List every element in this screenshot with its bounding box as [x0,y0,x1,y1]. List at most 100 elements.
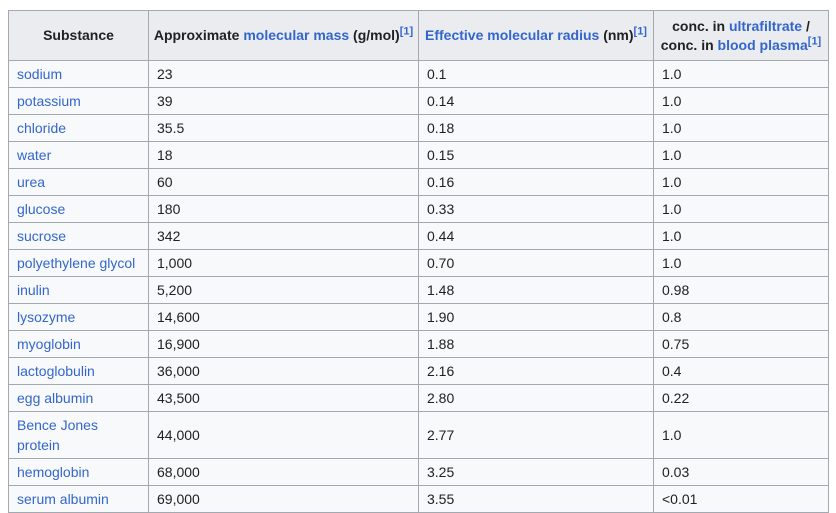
table-row: chloride 35.5 0.18 1.0 [8,114,829,142]
molecular-mass-link[interactable]: molecular mass [243,27,350,43]
concentration-ratio-cell: 1.0 [653,222,829,250]
molecular-radius-cell: 2.80 [418,384,654,412]
substance-link[interactable]: glucose [17,201,66,217]
table-row: myoglobin 16,900 1.88 0.75 [8,330,829,358]
molecular-radius-cell: 0.18 [418,114,654,142]
header-concentration-ratio: conc. in ultrafiltrate / conc. in blood p… [653,10,829,61]
reference-1-link[interactable]: [1] [399,25,414,38]
header-conc-line1-prefix: conc. in [672,17,729,34]
concentration-ratio-cell: 0.98 [653,276,829,304]
molecular-mass-cell: 18 [148,141,419,169]
molecular-radius-cell: 1.88 [418,330,654,358]
substance-cell: sucrose [8,222,149,250]
table-row: polyethylene glycol 1,000 0.70 1.0 [8,249,829,277]
molecular-mass-cell: 68,000 [148,458,419,486]
table-row: sucrose 342 0.44 1.0 [8,222,829,250]
table-row: Bence Jones protein 44,000 2.77 1.0 [8,411,829,459]
concentration-ratio-cell: 0.75 [653,330,829,358]
substance-link[interactable]: water [17,147,52,163]
substance-link[interactable]: polyethylene glycol [17,255,136,271]
concentration-ratio-cell: 1.0 [653,87,829,115]
table-row: lactoglobulin 36,000 2.16 0.4 [8,357,829,385]
molecular-radius-cell: 0.44 [418,222,654,250]
header-radius-unit: (nm) [599,27,634,43]
concentration-ratio-cell: 1.0 [653,114,829,142]
substance-link[interactable]: lysozyme [17,309,76,325]
molecular-mass-cell: 39 [148,87,419,115]
table-row: glucose 180 0.33 1.0 [8,195,829,223]
header-conc-line2-prefix: conc. in [660,36,718,53]
substance-cell: sodium [8,60,149,88]
header-conc-line1-suffix: / [802,17,810,34]
table-row: urea 60 0.16 1.0 [8,168,829,196]
molecular-radius-cell: 2.16 [418,357,654,385]
table-row: egg albumin 43,500 2.80 0.22 [8,384,829,412]
molecular-radius-cell: 0.1 [418,60,654,88]
concentration-ratio-cell: 1.0 [653,141,829,169]
substance-link[interactable]: egg albumin [17,390,94,406]
substance-link[interactable]: urea [17,174,46,190]
substance-cell: lactoglobulin [8,357,149,385]
molecular-radius-cell: 2.77 [418,411,654,459]
concentration-ratio-cell: 1.0 [653,60,829,88]
molecular-mass-cell: 35.5 [148,114,419,142]
header-row: Substance Approximate molecular mass (g/… [8,10,829,61]
concentration-ratio-cell: <0.01 [653,485,829,513]
molecular-mass-cell: 16,900 [148,330,419,358]
table-row: sodium 23 0.1 1.0 [8,60,829,88]
reference-1-link[interactable]: [1] [807,34,822,47]
molecular-radius-cell: 0.16 [418,168,654,196]
molecular-radius-cell: 0.33 [418,195,654,223]
molecular-mass-cell: 342 [148,222,419,250]
reference-superscript: [1] [400,25,413,37]
molecular-mass-cell: 43,500 [148,384,419,412]
substance-link[interactable]: Bence Jones protein [17,417,98,453]
effective-molecular-radius-link[interactable]: Effective molecular radius [425,27,600,43]
molecular-mass-cell: 60 [148,168,419,196]
substance-link[interactable]: myoglobin [17,336,81,352]
substance-link[interactable]: chloride [17,120,67,136]
substance-link[interactable]: sodium [17,66,63,82]
molecular-radius-cell: 0.14 [418,87,654,115]
concentration-ratio-cell: 1.0 [653,249,829,277]
substance-link[interactable]: sucrose [17,228,67,244]
substance-link[interactable]: lactoglobulin [17,363,95,379]
substance-cell: water [8,141,149,169]
substance-link[interactable]: inulin [17,282,50,298]
substance-cell: glucose [8,195,149,223]
reference-1-link[interactable]: [1] [633,25,647,38]
substance-cell: inulin [8,276,149,304]
table-row: hemoglobin 68,000 3.25 0.03 [8,458,829,486]
header-molecular-radius: Effective molecular radius (nm)[1] [418,10,654,61]
blood-plasma-link[interactable]: blood plasma [717,36,808,53]
substance-link[interactable]: potassium [17,93,81,109]
table-row: water 18 0.15 1.0 [8,141,829,169]
header-mass-prefix: Approximate [153,27,244,43]
molecular-mass-cell: 180 [148,195,419,223]
molecular-mass-cell: 44,000 [148,411,419,459]
concentration-ratio-cell: 1.0 [653,411,829,459]
table-row: lysozyme 14,600 1.90 0.8 [8,303,829,331]
ultrafiltrate-link[interactable]: ultrafiltrate [728,17,803,34]
table-header: Substance Approximate molecular mass (g/… [8,10,829,61]
substance-cell: hemoglobin [8,458,149,486]
table-row: potassium 39 0.14 1.0 [8,87,829,115]
molecular-mass-cell: 1,000 [148,249,419,277]
substance-cell: polyethylene glycol [8,249,149,277]
substance-cell: potassium [8,87,149,115]
header-substance: Substance [8,10,149,61]
concentration-ratio-cell: 0.8 [653,303,829,331]
reference-superscript: [1] [808,35,821,47]
concentration-ratio-cell: 1.0 [653,168,829,196]
header-mass-unit: (g/mol) [349,27,400,43]
substance-link[interactable]: hemoglobin [17,464,90,480]
substance-cell: myoglobin [8,330,149,358]
molecular-radius-cell: 0.70 [418,249,654,277]
reference-superscript: [1] [634,25,647,37]
substance-cell: Bence Jones protein [8,411,149,459]
substance-cell: serum albumin [8,485,149,513]
concentration-ratio-cell: 0.4 [653,357,829,385]
substance-cell: egg albumin [8,384,149,412]
substance-link[interactable]: serum albumin [17,491,109,507]
molecular-mass-cell: 23 [148,60,419,88]
